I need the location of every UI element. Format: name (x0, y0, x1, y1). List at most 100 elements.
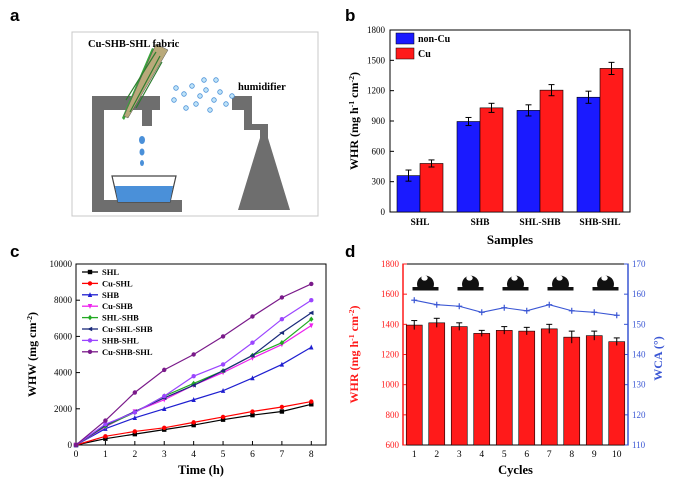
marker-c (103, 436, 108, 441)
y-tick-label-d: 1400 (381, 319, 400, 329)
x-tick-label-d: 3 (457, 450, 462, 460)
panel-letter-a: a (10, 6, 20, 25)
plot-frame-c (75, 263, 327, 446)
y2-axis-label-d: WCA (°) (651, 336, 665, 380)
x-tick-label-b: SHB-SHL (579, 218, 620, 228)
y-tick-label-d: 600 (386, 440, 400, 450)
droplet-substrate-icon (592, 287, 619, 291)
x-tick-label-b: SHL-SHB (519, 218, 561, 228)
marker-c (220, 368, 226, 373)
marker-c (309, 281, 314, 287)
y-tick-label-c: 8000 (54, 295, 73, 305)
x-tick-label-d: 8 (569, 450, 574, 460)
mist-droplet (193, 101, 199, 107)
mist-droplet (173, 85, 179, 91)
mist-droplet (201, 77, 207, 83)
x-tick-label-c: 5 (221, 450, 226, 460)
legend-label-c: SHL-SHB (102, 313, 139, 323)
marker-c (279, 340, 285, 346)
marker-c (309, 399, 314, 404)
marker-c (309, 298, 314, 303)
bar-whr (428, 322, 446, 446)
y-tick-label-c: 10000 (50, 259, 73, 269)
bar-whr (563, 336, 581, 446)
x-tick-label-c: 7 (280, 450, 285, 460)
droplet-substrate-icon (547, 287, 574, 291)
x-tick-label-d: 10 (612, 450, 622, 460)
marker-c (73, 442, 79, 448)
marker-c (308, 310, 314, 316)
y-tick-label-b: 600 (372, 146, 386, 156)
droplet-substrate-icon (502, 287, 529, 291)
marker-c (309, 402, 314, 407)
bar-cu (599, 68, 624, 213)
mist-droplet (171, 97, 177, 103)
fabric-label: Cu-SHB-SHL fabric (88, 39, 180, 50)
mist-droplets (171, 77, 235, 113)
marker-c (250, 375, 255, 381)
x-tick-label-b: SHB (470, 218, 490, 228)
droplet-icon (462, 275, 480, 287)
marker-c (132, 415, 138, 421)
mist-droplet (197, 93, 203, 99)
droplet-highlight-icon (466, 275, 473, 281)
marker-c (309, 316, 314, 322)
y-tick-label-c: 0 (68, 440, 73, 450)
x-tick-label-d: 5 (502, 450, 507, 460)
y2-tick-label-d: 160 (632, 289, 646, 299)
legend-label-c: SHB-SHL (102, 335, 139, 345)
legend-label-b: Cu (418, 49, 431, 60)
legend-label-b: non-Cu (418, 34, 451, 45)
y-tick-label-d: 1800 (381, 259, 400, 269)
stand-clamp (142, 110, 152, 126)
marker-c (250, 355, 255, 361)
panel-b-chart: 0 300 600 900 1200 1500 1800 SHL SHB SHL-SHB SHB-S… (347, 25, 631, 247)
legend-label-c: SHL (102, 267, 119, 277)
bar-whr (518, 330, 536, 446)
bar-whr (585, 335, 603, 446)
marker-c (162, 425, 167, 431)
marker-c (220, 334, 226, 339)
droplet-icon (597, 275, 615, 287)
x-tick-label-d: 4 (479, 450, 484, 460)
marker-c (132, 410, 138, 415)
panel-a-schematic: Cu-SHB-SHL fabric humidifier (71, 31, 319, 217)
humidifier-body (232, 96, 290, 210)
x-tick-label-c: 8 (309, 450, 314, 460)
mist-droplet (223, 101, 229, 107)
y2-tick-label-d: 110 (632, 440, 646, 450)
marker-c (132, 429, 138, 434)
series-line-c (75, 346, 312, 446)
y-tick-label-d: 1600 (381, 289, 400, 299)
y-tick-label-b: 0 (381, 207, 386, 217)
y-tick-label-b: 900 (372, 116, 386, 126)
droplet-substrate-icon (412, 287, 439, 291)
marker-c (250, 412, 255, 418)
marker-c (87, 281, 93, 286)
bar-non-cu (456, 121, 481, 213)
y-tick-label-c: 4000 (54, 368, 73, 378)
mist-droplet (207, 107, 213, 113)
mist-droplet (213, 77, 219, 83)
marker-c (87, 326, 93, 332)
y-tick-label-b: 1800 (367, 25, 386, 35)
panel-letter-c: c (10, 242, 20, 261)
bar-whr (608, 341, 626, 446)
x-tick-label-c: 4 (191, 450, 196, 460)
legend-swatch-b (395, 47, 415, 60)
panel-letter-b: b (345, 6, 356, 25)
marker-c (279, 317, 285, 322)
beaker-water (115, 186, 173, 202)
marker-c (87, 338, 93, 343)
marker-c (220, 388, 226, 393)
marker-c (250, 340, 255, 345)
marker-c (87, 349, 93, 354)
bar-cu (539, 89, 564, 213)
marker-c (309, 323, 314, 329)
x-tick-label-c: 0 (74, 450, 79, 460)
marker-c (87, 292, 93, 297)
marker-c (103, 421, 108, 427)
droplet-substrate-icon (457, 287, 484, 291)
droplet-icon (552, 275, 569, 287)
